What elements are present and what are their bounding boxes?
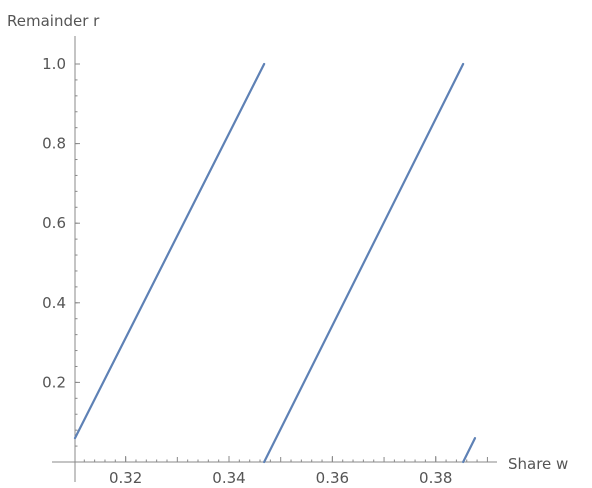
x-tick-label: 0.32 <box>109 469 142 487</box>
axes <box>52 36 497 482</box>
x-tick-label: 0.38 <box>419 469 452 487</box>
y-tick-label: 0.6 <box>42 214 66 232</box>
line-segment-1 <box>73 62 266 440</box>
series <box>73 62 477 464</box>
line-segment-3 <box>462 437 477 464</box>
tick-labels: 0.32 0.34 0.36 0.38 0.2 0.4 0.6 0.8 1.0 <box>42 55 452 487</box>
y-axis-title: Remainder r <box>7 12 100 30</box>
y-tick-label: 0.2 <box>42 373 66 391</box>
y-tick-label: 1.0 <box>42 55 66 73</box>
line-segment-2 <box>263 62 465 464</box>
x-axis-title: Share w <box>508 455 568 473</box>
ticks <box>75 63 488 462</box>
x-tick-label: 0.36 <box>316 469 349 487</box>
y-tick-label: 0.4 <box>42 294 66 312</box>
y-tick-label: 0.8 <box>42 135 66 153</box>
x-tick-label: 0.34 <box>212 469 245 487</box>
